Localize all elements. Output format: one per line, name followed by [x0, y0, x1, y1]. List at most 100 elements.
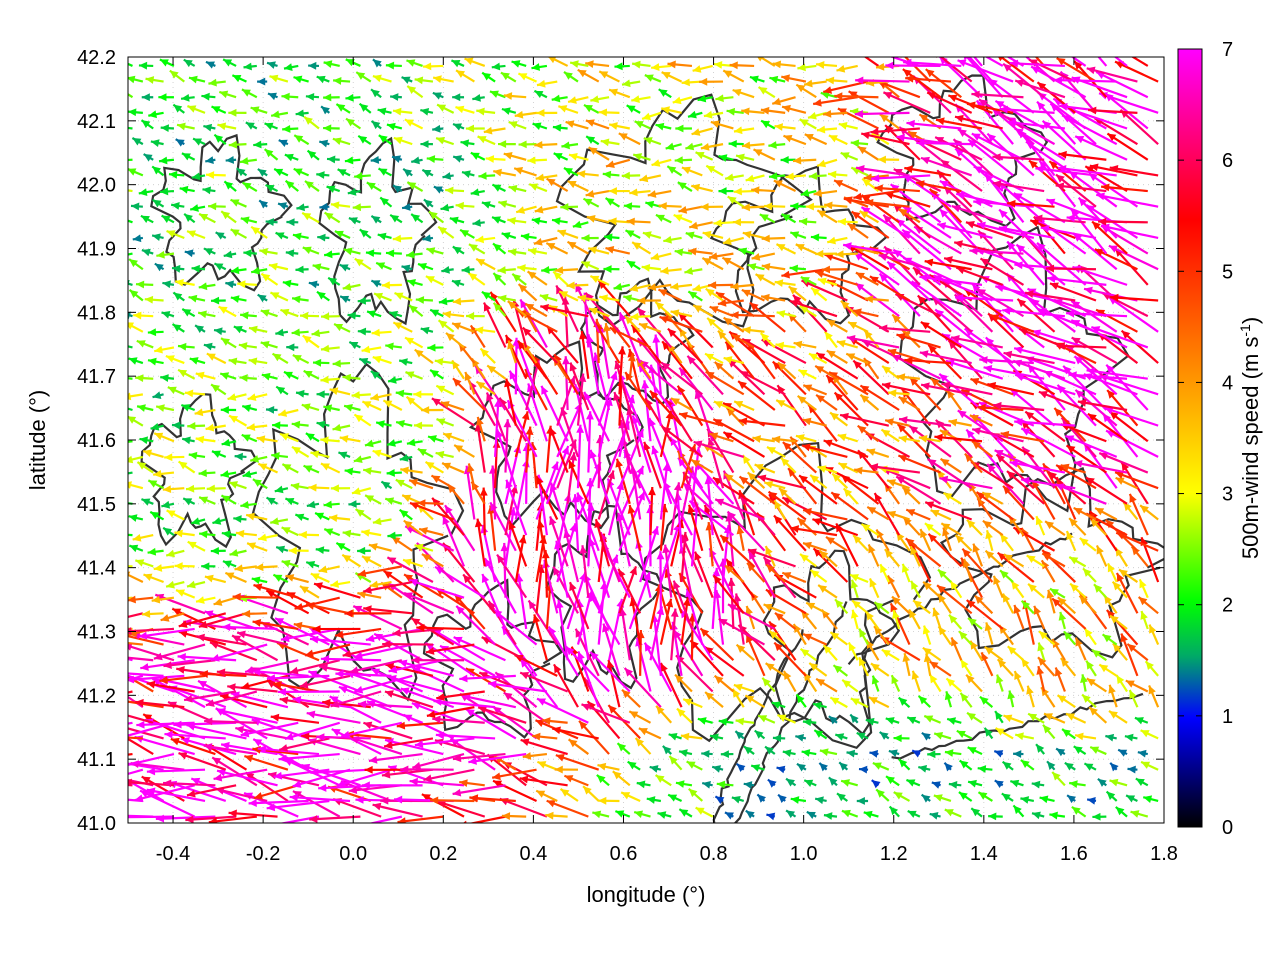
- wind-arrow: [295, 389, 309, 398]
- wind-arrow: [1139, 504, 1159, 521]
- wind-arrow: [283, 63, 299, 71]
- wind-arrow: [128, 544, 144, 553]
- wind-arrow: [1014, 79, 1066, 99]
- wind-arrow: [268, 262, 289, 271]
- wind-arrow: [835, 250, 858, 259]
- wind-arrow: [151, 677, 206, 709]
- wind-arrow: [754, 463, 776, 474]
- wind-arrow: [435, 731, 496, 740]
- wind-arrow: [875, 62, 900, 71]
- wind-arrow: [919, 528, 932, 552]
- wind-arrow: [774, 123, 796, 131]
- wind-arrow: [582, 197, 600, 208]
- wind-arrow: [674, 248, 693, 257]
- wind-arrow: [252, 738, 310, 771]
- wind-arrow: [378, 167, 393, 177]
- wind-arrow: [420, 326, 434, 335]
- wind-arrow: [568, 581, 590, 630]
- wind-arrow: [701, 749, 713, 758]
- wind-arrow: [388, 310, 403, 319]
- wind-arrow: [859, 393, 880, 411]
- wind-arrow: [1058, 150, 1107, 161]
- wind-arrow: [670, 309, 693, 318]
- wind-arrow: [1074, 732, 1097, 741]
- wind-arrow: [590, 95, 610, 104]
- wind-arrow: [925, 68, 962, 99]
- wind-arrow: [368, 752, 423, 764]
- wind-arrow: [812, 96, 858, 107]
- wind-arrow: [152, 198, 165, 208]
- wind-arrow: [190, 517, 206, 525]
- wind-arrow: [146, 787, 206, 803]
- wind-arrow: [343, 247, 361, 256]
- wind-arrow: [917, 695, 931, 708]
- wind-arrow: [1120, 633, 1139, 677]
- wind-arrow: [1002, 307, 1066, 318]
- wind-arrow: [799, 118, 817, 130]
- wind-arrow: [771, 701, 786, 709]
- wind-arrow: [329, 695, 382, 724]
- wind-arrow: [751, 252, 776, 261]
- wind-arrow: [1046, 589, 1056, 614]
- wind-arrow: [477, 135, 496, 146]
- wind-arrow: [871, 675, 880, 692]
- wind-arrow: [515, 573, 528, 630]
- wind-arrow: [848, 90, 890, 114]
- wind-arrow: [1020, 657, 1035, 677]
- wind-arrow: [983, 727, 994, 740]
- wind-arrow: [967, 57, 994, 83]
- wind-arrow: [522, 326, 559, 364]
- wind-arrow: [1071, 336, 1118, 365]
- wind-arrow: [546, 177, 569, 192]
- wind-arrow: [1028, 58, 1076, 83]
- wind-arrow: [217, 122, 237, 131]
- wind-arrow: [128, 595, 154, 604]
- wind-arrow: [916, 139, 972, 148]
- wind-arrow: [429, 308, 444, 318]
- wind-arrow: [1051, 638, 1066, 661]
- wind-arrow: [305, 92, 320, 101]
- wind-arrow: [1058, 611, 1067, 630]
- wind-arrow: [435, 450, 454, 459]
- wind-arrow: [821, 265, 848, 274]
- wind-arrow: [772, 734, 786, 743]
- x-tick-label: 1.0: [790, 843, 818, 865]
- wind-arrow: [660, 106, 682, 114]
- wind-arrow: [802, 718, 817, 727]
- wind-arrow: [283, 370, 299, 380]
- wind-arrow: [863, 57, 880, 67]
- wind-arrow: [733, 683, 755, 693]
- wind-arrow: [171, 323, 185, 333]
- wind-arrow: [966, 711, 983, 724]
- wind-arrow: [924, 522, 942, 536]
- wind-arrow: [140, 119, 154, 130]
- wind-arrow: [205, 156, 216, 164]
- wind-arrow: [1117, 748, 1128, 757]
- wind-arrow: [703, 110, 724, 119]
- wind-arrow: [425, 275, 444, 286]
- wind-arrow: [462, 815, 506, 823]
- wind-arrow: [303, 369, 320, 380]
- wind-arrow: [324, 211, 341, 224]
- wind-arrow: [1104, 406, 1159, 427]
- wind-arrow: [469, 794, 516, 803]
- wind-arrow: [922, 625, 932, 645]
- wind-arrow: [128, 768, 144, 776]
- wind-arrow: [186, 784, 237, 798]
- wind-arrow: [790, 202, 806, 211]
- wind-arrow: [815, 61, 838, 69]
- wind-arrow: [693, 440, 745, 458]
- wind-arrow: [576, 424, 585, 489]
- wind-arrow: [178, 752, 227, 771]
- wind-arrow: [195, 596, 216, 604]
- wind-arrow: [370, 88, 382, 99]
- wind-arrow: [928, 660, 952, 677]
- wind-arrow: [1073, 460, 1128, 474]
- wind-arrow: [958, 630, 973, 646]
- wind-arrow: [533, 236, 558, 246]
- y-tick-label: 41.5: [77, 494, 116, 516]
- wind-arrow: [603, 233, 620, 242]
- wind-arrow: [219, 372, 237, 380]
- wind-arrow: [320, 344, 340, 353]
- wind-arrow: [777, 793, 787, 804]
